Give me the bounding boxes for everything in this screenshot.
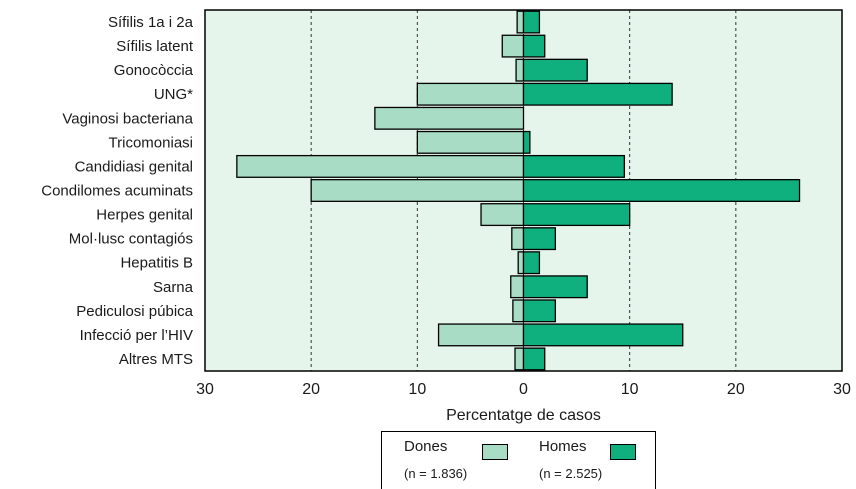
legend-swatch-dones [482, 444, 508, 460]
x-tick-label: 10 [408, 381, 426, 398]
bar-dones [416, 130, 525, 154]
category-label: Gonocòccia [114, 62, 194, 79]
bar-dones [517, 251, 525, 275]
legend-label-homes: Homes [539, 438, 587, 455]
category-label: Hepatitis B [120, 255, 193, 272]
bar-homes [522, 251, 541, 275]
x-tick-label: 30 [833, 381, 851, 398]
legend: Dones (n = 1.836) Homes (n = 2.525) [381, 431, 656, 489]
category-label: Sífilis 1a i 2a [108, 14, 194, 31]
bar-dones [374, 106, 525, 130]
category-label: Mol·lusc contagiós [69, 231, 193, 248]
bar-homes [522, 10, 541, 34]
category-label: Pediculosi púbica [76, 303, 193, 320]
legend-swatch-homes [610, 444, 636, 460]
category-label: Altres MTS [119, 351, 193, 368]
x-tick-label: 20 [727, 381, 745, 398]
category-label: Tricomoniasi [109, 134, 193, 151]
bar-homes [522, 179, 801, 202]
bar-homes [522, 130, 531, 154]
bar-dones [236, 154, 525, 178]
category-label: Sífilis latent [116, 38, 194, 55]
bar-homes [522, 227, 557, 251]
bar-dones [310, 179, 525, 202]
x-tick-label: 20 [302, 381, 320, 398]
bar-homes [522, 347, 546, 371]
x-tick-label: 30 [196, 381, 214, 398]
bar-dones [510, 275, 525, 299]
bar-dones [516, 10, 525, 34]
bar-dones [514, 347, 525, 371]
x-tick-label: 0 [519, 381, 528, 398]
category-label: Vaginosi bacteriana [62, 110, 193, 127]
x-tick-labels: 30 20 10 0 10 20 30 [196, 381, 851, 398]
plot-frame [204, 9, 843, 372]
bar-homes [522, 323, 684, 347]
bar-dones [480, 203, 525, 227]
category-label: Candidiasi genital [75, 158, 193, 175]
bar-dones [416, 82, 525, 106]
bar-dones [501, 34, 525, 58]
bar-dones [437, 323, 525, 347]
bar-homes [522, 154, 626, 178]
bar-homes [522, 82, 673, 106]
bar-homes [522, 299, 557, 323]
x-tick-label: 10 [621, 381, 639, 398]
category-label: Herpes genital [96, 207, 193, 224]
category-label: Condilomes acuminats [41, 183, 193, 200]
legend-sub-homes: (n = 2.525) [539, 466, 603, 481]
x-axis-title: Percentatge de casos [446, 407, 601, 424]
bar-dones [512, 299, 525, 323]
bar-dones [515, 58, 525, 82]
bar-homes [522, 34, 546, 58]
bar-homes [522, 203, 631, 227]
bars [236, 10, 801, 371]
category-labels: Sífilis 1a i 2a Sífilis latent Gonocòccia U… [41, 14, 194, 368]
bar-homes [522, 275, 588, 299]
bar-homes [522, 58, 588, 82]
bar-dones [511, 227, 525, 251]
legend-label-dones: Dones [404, 438, 448, 455]
legend-sub-dones: (n = 1.836) [404, 466, 468, 481]
category-label: Sarna [153, 279, 194, 296]
category-label: Infecció per l’HIV [80, 327, 193, 344]
category-label: UNG* [154, 86, 193, 103]
